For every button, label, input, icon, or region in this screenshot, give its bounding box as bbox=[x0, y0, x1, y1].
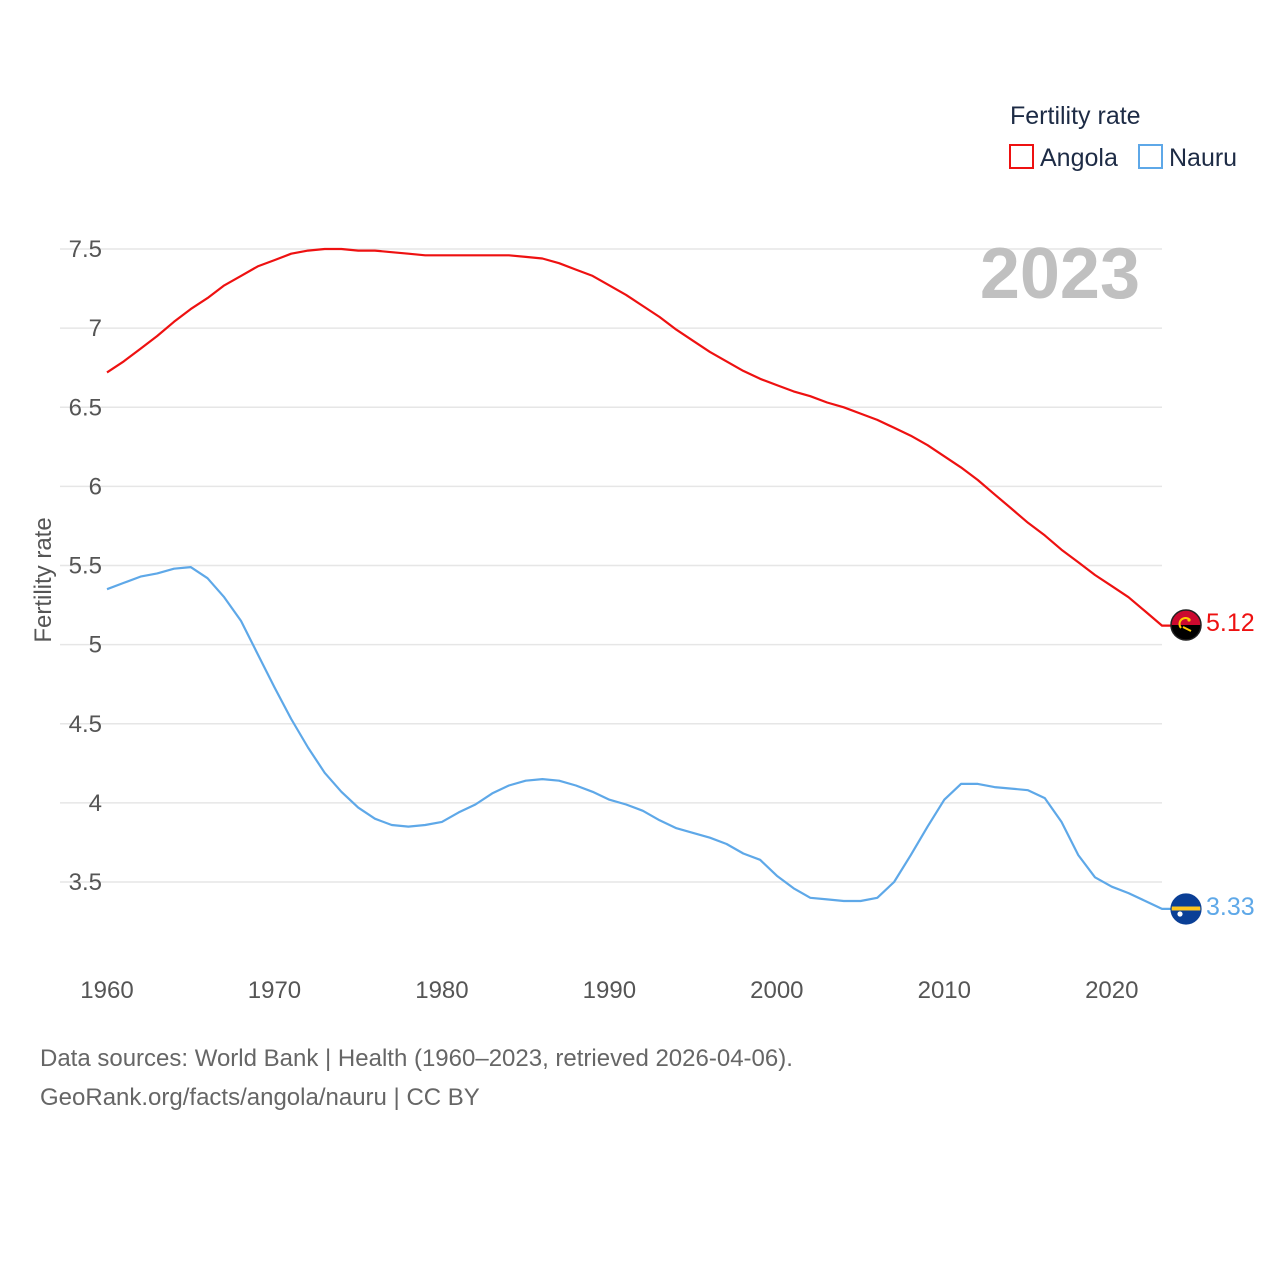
y-axis-ticks: 3.5 4 4.5 5 5.5 6 6.5 7 7.5 bbox=[69, 236, 102, 896]
y-tick-label: 4 bbox=[89, 790, 102, 817]
legend-swatch-nauru bbox=[1138, 144, 1163, 169]
fertility-rate-chart: Fertility rate Angola Nauru 3.5 4 4.5 5 5.5 6… bbox=[30, 102, 1255, 1004]
legend-item-angola[interactable]: Angola bbox=[1009, 144, 1118, 172]
x-tick-label: 2000 bbox=[750, 977, 803, 1004]
source-line: Data sources: World Bank | Health (1960–… bbox=[40, 1045, 793, 1072]
legend-item-nauru[interactable]: Nauru bbox=[1138, 144, 1237, 172]
legend-label-nauru: Nauru bbox=[1169, 144, 1237, 172]
x-axis-ticks: 1960 1970 1980 1990 2000 2010 2020 bbox=[80, 977, 1138, 1004]
series-line-nauru bbox=[106, 566, 1171, 910]
gridlines bbox=[60, 248, 1162, 883]
x-tick-label: 2020 bbox=[1085, 977, 1138, 1004]
y-tick-label: 7.5 bbox=[69, 236, 102, 263]
end-value-angola: 5.12 bbox=[1206, 609, 1255, 637]
source-url[interactable]: GeoRank.org/facts/angola/nauru | CC BY bbox=[40, 1084, 480, 1111]
x-tick-label: 1990 bbox=[583, 977, 636, 1004]
y-tick-label: 6.5 bbox=[69, 394, 102, 421]
year-label: 2023 bbox=[980, 234, 1140, 314]
y-tick-label: 6 bbox=[89, 473, 102, 500]
legend: Fertility rate Angola Nauru bbox=[1009, 102, 1237, 172]
end-value-nauru: 3.33 bbox=[1206, 893, 1255, 921]
nauru-flag-icon bbox=[1170, 893, 1202, 925]
x-tick-label: 1960 bbox=[80, 977, 133, 1004]
legend-swatch-angola bbox=[1009, 144, 1034, 169]
legend-title: Fertility rate bbox=[1010, 102, 1141, 130]
series-line-angola bbox=[106, 247, 1171, 627]
y-tick-label: 4.5 bbox=[69, 711, 102, 738]
y-tick-label: 5 bbox=[89, 632, 102, 659]
angola-flag-icon bbox=[1170, 609, 1202, 641]
y-axis-title: Fertility rate bbox=[30, 517, 57, 642]
legend-label-angola: Angola bbox=[1040, 144, 1118, 172]
y-tick-label: 7 bbox=[89, 315, 102, 342]
x-tick-label: 1970 bbox=[248, 977, 301, 1004]
x-tick-label: 2010 bbox=[918, 977, 971, 1004]
y-tick-label: 3.5 bbox=[69, 869, 102, 896]
y-tick-label: 5.5 bbox=[69, 553, 102, 580]
x-tick-label: 1980 bbox=[415, 977, 468, 1004]
